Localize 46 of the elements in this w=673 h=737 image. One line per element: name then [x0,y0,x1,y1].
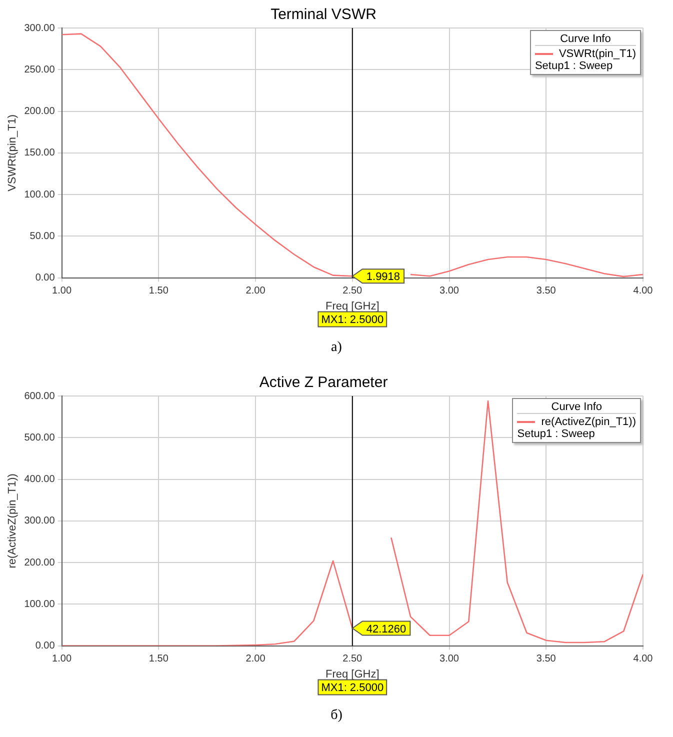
y-axis-title: VSWRt(pin_T1) [6,114,19,192]
annotation: Setup1 : Sweep [517,428,596,440]
legend-title: Curve Info [534,33,636,46]
x-tick-label: 1.50 [148,654,169,665]
x-tick-label: 3.50 [536,286,556,297]
x-tick-label: 1.00 [52,654,72,665]
y-axis-title: re(ActiveZ(pin_T1)) [6,474,19,568]
y-tick-label: 50.00 [30,230,56,242]
x-tick-label: 4.00 [633,654,654,665]
x-tick-label: 3.00 [440,654,460,665]
ref-line-label: MX1: 2.5000 [321,682,384,694]
y-tick-label: 100.00 [24,598,56,610]
ref-line-label: MX1: 2.5000 [321,314,384,326]
x-tick-label: 3.00 [440,286,460,297]
x-tick-label: 2.00 [246,286,266,297]
chart-title: Active Z Parameter [259,374,388,392]
y-tick-label: 300.00 [24,516,56,527]
text: б) [330,708,344,724]
x-tick-label: 4.00 [633,286,654,297]
y-tick-label: 250.00 [24,64,56,76]
annotation: 42.1260 [366,623,406,636]
y-tick-label: 200.00 [24,557,56,568]
y-tick-label: 300.00 [24,22,56,34]
chart-title: Terminal VSWR [270,6,377,24]
x-tick-label: 3.50 [536,654,556,665]
y-tick-label: 400.00 [24,474,56,486]
x-tick-label: 1.50 [148,286,169,297]
x-tick-label: 2.00 [246,654,266,665]
y-tick-label: 150.00 [24,148,56,159]
x-axis-title: Freq [GHz] [325,668,380,680]
y-tick-label: 500.00 [24,432,56,444]
y-tick-label: 200.00 [24,106,56,118]
x-tick-label: 2.50 [342,286,363,297]
x-axis-title: Freq [GHz] [325,300,380,312]
y-tick-label: 600.00 [24,390,56,402]
annotation: Setup1 : Sweep [534,60,614,72]
y-tick-label: 100.00 [24,189,56,200]
annotation: 1.9918 [366,271,400,284]
legend-title: Curve Info [517,401,636,414]
y-tick-label: 0.00 [35,640,56,652]
legend-label: re(ActiveZ(pin_T1)) [541,416,636,428]
x-tick-label: 1.00 [52,286,72,297]
y-tick-label: 0.00 [35,272,56,284]
legend-label: VSWRt(pin_T1) [558,48,636,60]
x-tick-label: 2.50 [342,654,363,665]
text: a) [330,340,343,356]
